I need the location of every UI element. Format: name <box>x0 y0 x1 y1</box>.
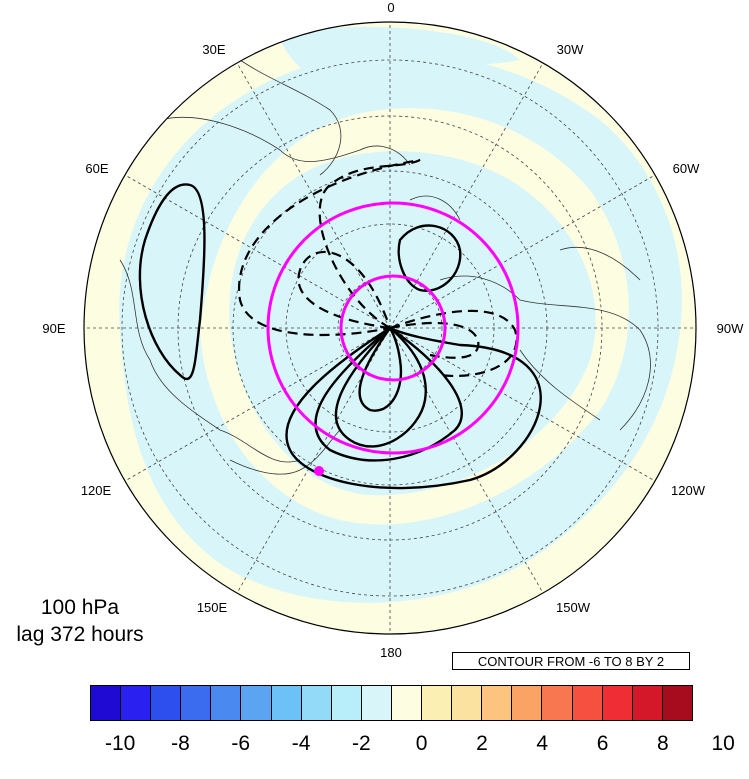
longitude-labels: 0 30W 60W 90W 120W 150W 180 150E 120E 90… <box>42 0 744 660</box>
colorbar-cell <box>482 686 513 720</box>
colorbar-tick-label: 4 <box>536 732 549 755</box>
colorbar-tick-label: -2 <box>352 732 371 755</box>
shading-negative-inner <box>229 151 596 496</box>
colorbar-cell <box>331 686 362 720</box>
colorbar-cell <box>151 686 182 720</box>
negative-contours <box>237 158 518 377</box>
lon-label-0: 0 <box>387 0 394 15</box>
highlight-circles <box>266 201 520 455</box>
contour-positive-west <box>138 183 206 381</box>
colorbar-cell <box>512 686 543 720</box>
colorbar-cell <box>391 686 423 720</box>
colorbar-tick-label: 0 <box>415 732 428 755</box>
positive-contours <box>138 183 542 490</box>
colorbar-tick-label: -6 <box>231 732 251 755</box>
colorbar-cell <box>211 686 242 720</box>
lon-label-150e: 150E <box>197 600 228 615</box>
colorbar-cell <box>662 686 692 720</box>
shading-small-patch <box>145 360 210 480</box>
lon-label-90w: 90W <box>717 321 744 336</box>
colorbar-tick-label: -10 <box>104 732 136 755</box>
colorbar-tick-label: -8 <box>171 732 190 755</box>
lon-label-30e: 30E <box>202 42 225 57</box>
colorbar <box>90 685 693 721</box>
lon-label-120e: 120E <box>81 483 112 498</box>
coastlines <box>119 59 651 475</box>
colorbar-cell <box>301 686 332 720</box>
highlight-dot <box>314 466 324 476</box>
shading-north-patch <box>280 26 520 82</box>
lon-label-180: 180 <box>380 645 402 660</box>
colorbar-cell <box>91 686 122 720</box>
lon-label-150w: 150W <box>556 600 591 615</box>
colorbar-cell <box>602 686 633 720</box>
colorbar-tick-labels: -10 -8 -6 -4 -2 0 2 4 6 8 10 <box>0 732 749 762</box>
map-border <box>83 21 697 635</box>
colorbar-tick-label: 6 <box>596 732 609 755</box>
colorbar-cell <box>632 686 663 720</box>
colorbar-cell <box>542 686 573 720</box>
colorbar-cell <box>241 686 272 720</box>
lon-label-30w: 30W <box>557 42 584 57</box>
colorbar-cell <box>271 686 302 720</box>
colorbar-cell <box>361 686 392 720</box>
lon-label-60e: 60E <box>85 161 108 176</box>
colorbar-cell <box>121 686 152 720</box>
contour-positive-north <box>397 224 462 292</box>
colorbar-cell <box>572 686 603 720</box>
lag-label: lag 372 hours <box>16 623 144 646</box>
colorbar-cell <box>181 686 212 720</box>
level-label: 100 hPa <box>40 596 120 619</box>
colorbar-cell <box>422 686 453 720</box>
colorbar-tick-label: 2 <box>476 732 488 755</box>
lon-label-90e: 90E <box>42 321 65 336</box>
lon-label-120w: 120W <box>671 483 706 498</box>
lon-label-60w: 60W <box>673 161 700 176</box>
contour-info-box: CONTOUR FROM -6 TO 8 BY 2 <box>452 652 690 670</box>
colorbar-cell <box>452 686 483 720</box>
colorbar-tick-label: -4 <box>291 732 311 755</box>
colorbar-tick-label: 8 <box>657 732 669 755</box>
shading-layer <box>84 22 696 634</box>
colorbar-tick-label: 10 <box>711 732 735 755</box>
